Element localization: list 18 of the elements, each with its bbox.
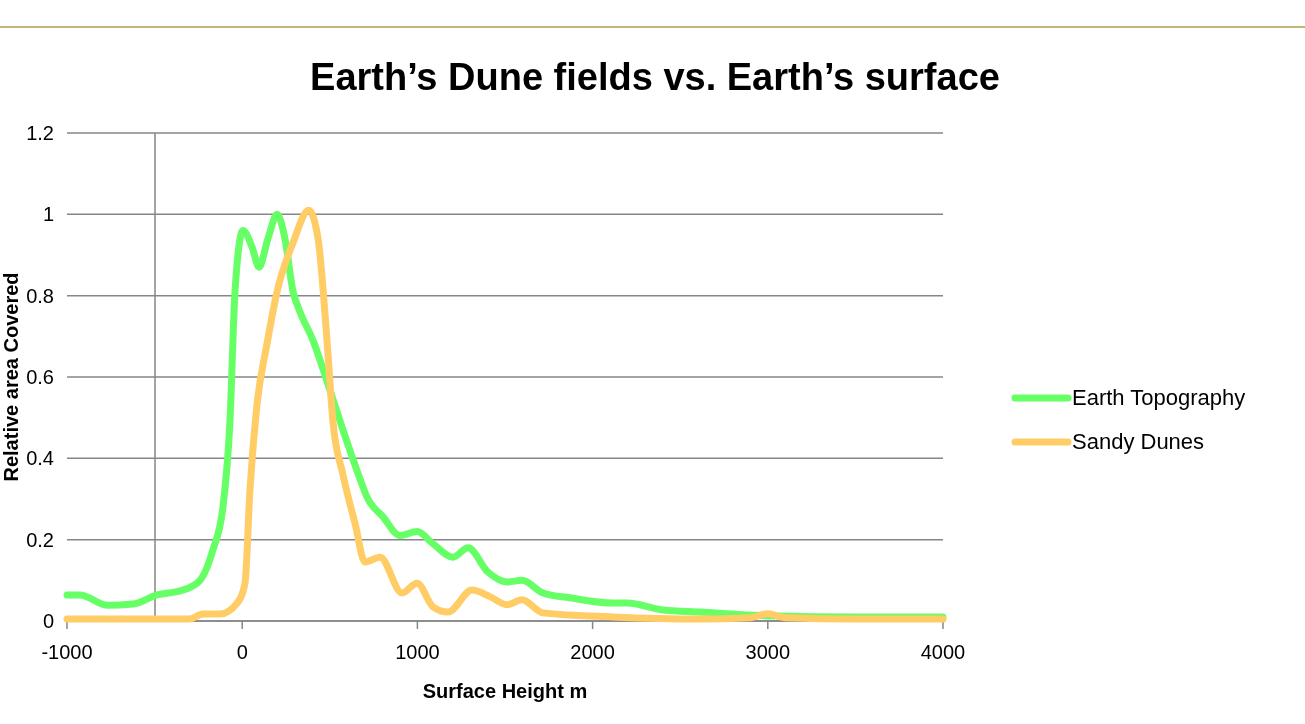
x-tick-label: -1000 bbox=[41, 641, 93, 663]
y-tick-label: 1 bbox=[42, 203, 54, 226]
chart-title: Earth’s Dune fields vs. Earth’s surface bbox=[310, 56, 1000, 98]
y-tick-label: 0.8 bbox=[26, 284, 54, 307]
y-tick-label: 0.4 bbox=[26, 447, 54, 470]
x-tick-label: 4000 bbox=[920, 641, 966, 663]
y-tick-label: 1.2 bbox=[26, 122, 54, 144]
legend-label: Earth Topography bbox=[1072, 385, 1246, 410]
y-tick-label: 0.6 bbox=[26, 366, 54, 388]
x-axis-title: Surface Height m bbox=[422, 680, 588, 702]
x-tick-label: 2000 bbox=[570, 641, 615, 663]
x-tick-label: 1000 bbox=[395, 641, 440, 663]
legend-label: Sandy Dunes bbox=[1072, 429, 1205, 454]
x-tick-label: 0 bbox=[236, 641, 248, 663]
x-tick-label: 3000 bbox=[745, 641, 791, 663]
y-tick-label: 0.2 bbox=[26, 528, 54, 551]
y-tick-label: 0 bbox=[42, 610, 54, 632]
y-axis-title: Relative area Covered bbox=[0, 272, 22, 482]
